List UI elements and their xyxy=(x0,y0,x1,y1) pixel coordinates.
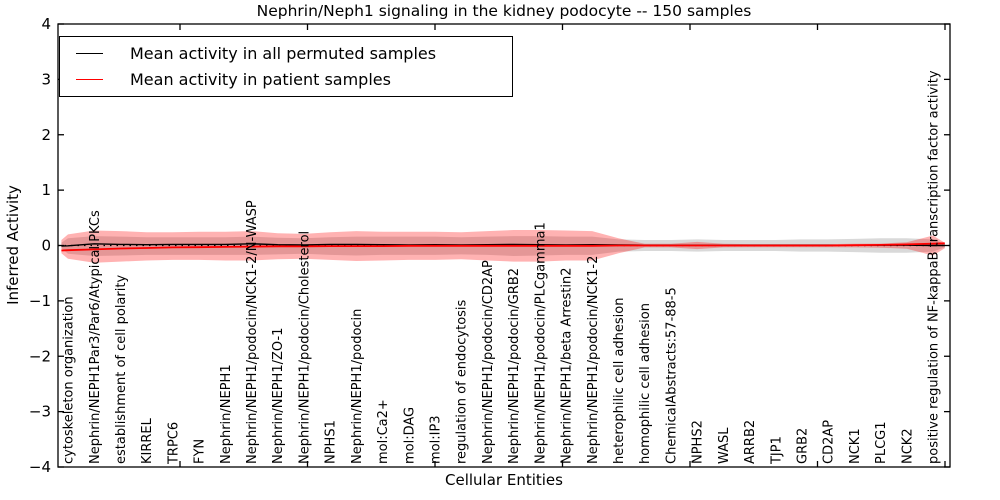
y-tick-label: 1 xyxy=(41,181,51,199)
x-tick-label: Nephrin/NEPH1/podocin/NCK1-2/N-WASP xyxy=(245,200,260,464)
axes-spines xyxy=(57,23,951,468)
y-tick-label: 0 xyxy=(41,237,51,255)
x-tick-label: ChemicalAbstracts:57-88-5 xyxy=(664,287,679,464)
x-tick-label: mol:IP3 xyxy=(429,415,444,464)
legend-entry-patient: Mean activity in patient samples xyxy=(60,67,512,91)
x-tick-label: regulation of endocytosis xyxy=(455,299,470,464)
x-tick-label: Nephrin/NEPH1/podocin/NCK1-2 xyxy=(586,256,601,464)
y-tick-label: −1 xyxy=(29,292,51,310)
permuted-line-sample-icon xyxy=(76,53,103,55)
x-tick-label: Nephrin/NEPH1/podocin/CD2AP xyxy=(481,260,496,464)
x-tick-label: NPHS2 xyxy=(691,420,706,464)
x-tick-label: NCK1 xyxy=(848,428,863,464)
x-tick-label: Nephrin/NEPH1/podocin/Cholesterol xyxy=(297,231,312,464)
legend-label: Mean activity in all permuted samples xyxy=(130,44,437,64)
y-tick-label: 2 xyxy=(41,126,51,144)
x-tick-label: TJP1 xyxy=(769,436,784,465)
x-tick-label: cytoskeleton organization xyxy=(62,296,77,464)
x-tick-label: Nephrin/NEPH1/ZO-1 xyxy=(271,328,286,464)
x-tick-label: heterophilic cell adhesion xyxy=(612,298,627,465)
legend: Mean activity in all permuted samples Me… xyxy=(59,36,513,97)
x-tick-label: CD2AP xyxy=(822,420,837,464)
x-tick-label: positive regulation of NF-kappaB transcr… xyxy=(927,70,942,464)
x-tick-label: Nephrin/NEPH1 xyxy=(219,364,234,464)
x-tick-label: homophilic cell adhesion xyxy=(638,303,653,464)
legend-entry-permuted: Mean activity in all permuted samples xyxy=(60,42,512,66)
figure-title: Nephrin/Neph1 signaling in the kidney po… xyxy=(256,2,752,20)
y-tick-label: 4 xyxy=(41,15,51,33)
x-tick-label: Nephrin/NEPH1/podocin/GRB2 xyxy=(507,268,522,464)
x-tick-label: mol:Ca2+ xyxy=(376,399,391,464)
x-tick-label: mol:DAG xyxy=(402,407,417,464)
x-tick-label: GRB2 xyxy=(795,428,810,464)
x-tick-label: establishment of cell polarity xyxy=(114,275,129,464)
x-tick-label: WASL xyxy=(717,427,732,464)
y-tick-label: −3 xyxy=(29,403,51,421)
x-tick-label: Nephrin/NEPH1Par3/Par6/Atypical PKCs xyxy=(88,210,103,464)
patient-mean-line xyxy=(61,242,945,252)
x-tick-label: PLCG1 xyxy=(874,421,889,464)
y-tick-label: −2 xyxy=(29,347,51,365)
x-tick-label: KIRREL xyxy=(140,417,155,464)
y-tick-label: 3 xyxy=(41,70,51,88)
x-tick-label: Nephrin/NEPH1/podocin xyxy=(350,309,365,464)
x-tick-label: TRPC6 xyxy=(166,422,181,465)
x-tick-label: NCK2 xyxy=(900,428,915,464)
x-tick-label: NPHS1 xyxy=(324,420,339,464)
x-tick-label: Nephrin/NEPH1/podocin/PLCgamma1 xyxy=(533,222,548,464)
y-tick-label: −4 xyxy=(29,458,51,476)
x-tick-label: Nephrin/NEPH1/beta Arrestin2 xyxy=(560,268,575,465)
legend-label: Mean activity in patient samples xyxy=(130,69,391,89)
x-tick-label: ARRB2 xyxy=(743,420,758,464)
x-axis-title: Cellular Entities xyxy=(445,471,563,489)
x-tick-label: FYN xyxy=(193,439,208,464)
patient-line-sample-icon xyxy=(76,78,103,80)
y-axis-title: Inferred Activity xyxy=(4,185,22,305)
